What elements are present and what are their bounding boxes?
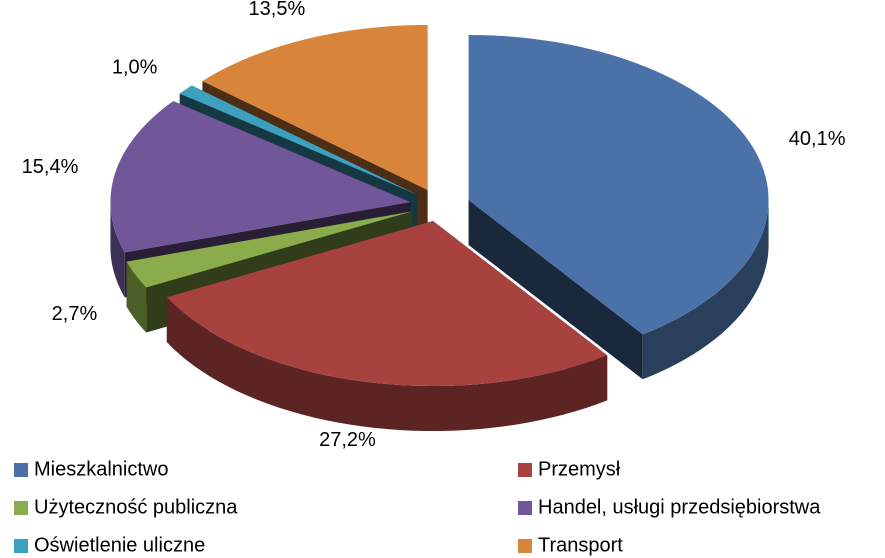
legend-label: Transport [538, 534, 623, 556]
slice [126, 211, 413, 288]
legend-swatch [518, 501, 532, 515]
slice-side [126, 211, 413, 307]
data-label: 27,2% [319, 429, 376, 451]
slice-wall [126, 261, 147, 333]
data-label: 2,7% [52, 303, 98, 325]
legend-label: Oświetlenie uliczne [34, 534, 205, 556]
legend-label: Handel, usługi przedsiębiorstwa [538, 496, 821, 518]
data-label: 1,0% [112, 57, 158, 79]
slice-wall [642, 199, 769, 380]
data-label: 13,5% [249, 0, 306, 20]
legend-label: Mieszkalnictwo [34, 458, 168, 480]
legend-swatch [14, 501, 28, 515]
slice-wall [110, 202, 125, 298]
legend-label: Przemysł [538, 458, 621, 480]
slice [179, 85, 417, 195]
legend-label: Użyteczność publiczna [34, 496, 238, 518]
slice [468, 34, 769, 335]
data-label: 40,1% [789, 128, 846, 150]
data-label: 15,4% [22, 156, 79, 178]
legend-swatch [518, 539, 532, 553]
slice [110, 101, 411, 253]
slice-side [468, 199, 643, 380]
slice [202, 24, 428, 190]
slice-wall [166, 297, 608, 432]
legend-swatch [518, 463, 532, 477]
slice [166, 221, 608, 387]
legend-swatch [14, 463, 28, 477]
legend-swatch [14, 539, 28, 553]
